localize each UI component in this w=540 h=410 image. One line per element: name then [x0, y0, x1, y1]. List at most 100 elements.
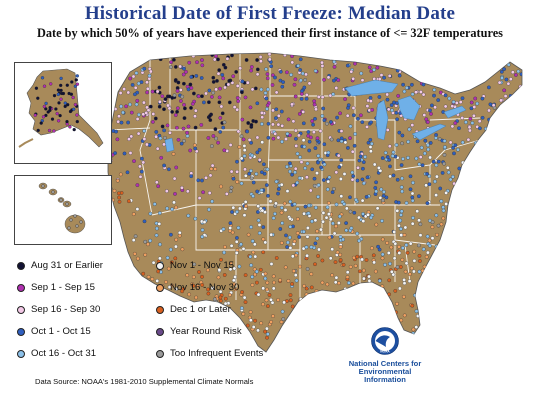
- station-dot: [230, 230, 235, 235]
- station-dot: [48, 105, 52, 110]
- station-dot: [297, 133, 301, 138]
- station-dot: [259, 87, 264, 92]
- station-dot: [307, 81, 312, 86]
- station-dot: [118, 172, 123, 177]
- station-dot: [435, 232, 439, 237]
- station-dot: [332, 59, 337, 64]
- station-dot: [168, 130, 172, 135]
- legend-swatch: [17, 350, 25, 358]
- station-dot: [260, 122, 264, 126]
- station-dot: [399, 213, 403, 217]
- station-dot: [44, 101, 48, 106]
- station-dot: [49, 82, 53, 86]
- station-dot: [262, 162, 266, 167]
- station-dot: [282, 300, 286, 305]
- station-dot: [380, 156, 385, 160]
- station-dot: [361, 268, 366, 273]
- station-dot: [329, 137, 334, 142]
- station-dot: [487, 108, 491, 113]
- station-dot: [328, 217, 333, 222]
- station-dot: [42, 84, 47, 88]
- ncei-line3: Information: [364, 375, 406, 385]
- station-dot: [473, 96, 478, 101]
- station-dot: [217, 95, 222, 100]
- station-dot: [204, 175, 208, 180]
- station-dot: [426, 143, 430, 148]
- station-dot: [243, 300, 248, 304]
- station-dot: [66, 103, 70, 107]
- station-dot: [336, 138, 341, 143]
- station-dot: [274, 107, 279, 112]
- station-dot: [399, 163, 404, 167]
- station-dot: [369, 141, 374, 146]
- station-dot: [242, 154, 247, 158]
- station-dot: [148, 238, 153, 243]
- station-dot: [410, 221, 415, 226]
- station-dot: [303, 78, 308, 82]
- station-dot: [399, 318, 404, 323]
- station-dot: [305, 234, 310, 239]
- station-dot: [278, 69, 283, 74]
- station-dot: [433, 105, 437, 110]
- station-dot: [192, 143, 197, 148]
- station-dot: [411, 180, 415, 185]
- station-dot: [377, 77, 382, 81]
- station-dot: [447, 96, 452, 101]
- station-dot: [360, 198, 365, 203]
- station-dot: [185, 273, 190, 278]
- station-dot: [235, 96, 240, 100]
- station-dot: [228, 261, 233, 266]
- station-dot: [410, 195, 415, 200]
- legend-swatch: [17, 328, 25, 336]
- station-dot: [345, 270, 350, 275]
- station-dot: [265, 103, 270, 108]
- station-dot: [145, 86, 150, 91]
- station-dot: [380, 256, 385, 261]
- station-dot: [218, 86, 222, 91]
- station-dot: [168, 247, 173, 252]
- station-dot: [73, 102, 78, 107]
- station-dot: [338, 252, 343, 257]
- station-dot: [151, 120, 155, 124]
- station-dot: [219, 184, 223, 189]
- station-dot: [118, 91, 123, 95]
- station-dot: [145, 142, 149, 147]
- station-dot: [299, 160, 304, 164]
- station-dot: [312, 99, 317, 104]
- station-dot: [266, 135, 271, 140]
- station-dot: [253, 272, 257, 277]
- station-dot: [245, 323, 250, 328]
- station-dot: [128, 151, 133, 155]
- station-dot: [189, 86, 194, 90]
- station-dot: [433, 179, 437, 184]
- station-dot: [313, 241, 318, 246]
- station-dot: [52, 129, 56, 133]
- station-dot: [194, 74, 199, 78]
- station-dot: [192, 91, 196, 96]
- station-dot: [288, 298, 293, 303]
- station-dot: [397, 251, 402, 255]
- station-dot: [407, 127, 412, 132]
- station-dot: [477, 119, 482, 124]
- station-dot: [423, 138, 428, 143]
- station-dot: [424, 117, 429, 122]
- station-dot: [228, 293, 232, 297]
- station-dot: [228, 189, 233, 194]
- station-dot: [450, 104, 455, 109]
- station-dot: [189, 174, 194, 179]
- station-dot: [308, 188, 313, 193]
- station-dot: [290, 102, 294, 107]
- station-dot: [302, 85, 307, 90]
- station-dot: [240, 90, 244, 95]
- station-dot: [195, 60, 199, 65]
- station-dot: [171, 152, 176, 156]
- station-dot: [162, 128, 166, 133]
- station-dot: [155, 89, 160, 94]
- station-dot: [278, 278, 282, 282]
- station-dot: [274, 90, 279, 95]
- station-dot: [399, 233, 404, 237]
- station-dot: [264, 67, 268, 72]
- station-dot: [259, 59, 263, 64]
- station-dot: [408, 187, 413, 192]
- station-dot: [255, 101, 260, 106]
